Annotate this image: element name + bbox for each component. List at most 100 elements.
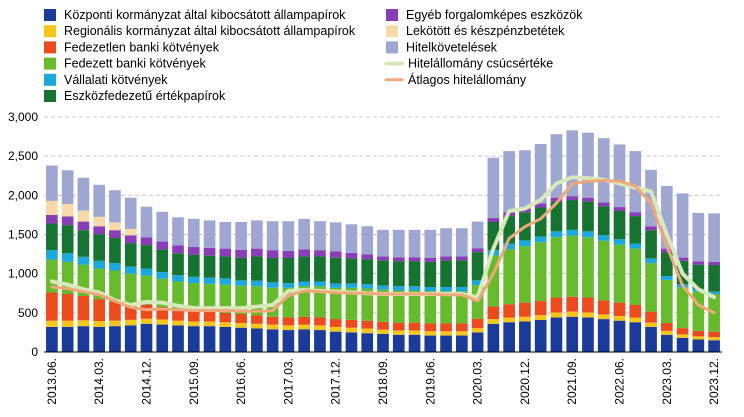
bar-segment [156, 278, 169, 307]
bar-segment [361, 284, 374, 289]
bar-segment [503, 317, 515, 323]
y-tick-label: 2,000 [8, 188, 38, 202]
bar-segment [46, 200, 58, 215]
x-tick-label: 2017.03. [281, 358, 295, 405]
bar-segment [487, 306, 500, 320]
bar-segment [172, 320, 184, 326]
bar-segment [251, 248, 263, 257]
bar-segment [77, 210, 90, 222]
bar-segment [440, 331, 452, 336]
bar-segment [708, 213, 720, 262]
bar-segment [266, 250, 279, 258]
bar-segment [377, 285, 389, 290]
bar-segment [408, 229, 421, 258]
bar-segment [660, 185, 673, 249]
bar-segment [629, 212, 642, 217]
bar-segment [629, 151, 642, 213]
bar-segment [345, 252, 358, 259]
bar-segment [566, 229, 579, 236]
x-tick-label: 2015.09. [187, 358, 201, 405]
bar-segment [392, 330, 405, 335]
x-tick-label: 2019.06. [423, 358, 437, 405]
bar-segment [392, 286, 405, 291]
bar-segment [187, 276, 200, 284]
bar-segment [361, 320, 374, 329]
bar-segment [408, 261, 421, 287]
bar-segment [629, 216, 642, 244]
bar-segment [392, 229, 405, 258]
bar-segment [203, 255, 216, 278]
bar-segment [487, 221, 500, 251]
bar-segment [456, 260, 468, 287]
bar-segment [251, 328, 263, 352]
bar-segment [46, 326, 58, 352]
bar-segment [519, 321, 531, 352]
bar-segment [424, 229, 437, 258]
legend-swatch [44, 57, 56, 70]
bar-segment [408, 257, 421, 262]
bar-segment [456, 256, 468, 261]
bar-segment [329, 319, 342, 327]
bar-segment [140, 318, 153, 324]
bar-segment [140, 323, 153, 352]
bar-segment [93, 184, 106, 217]
bar-segment [361, 288, 374, 321]
bar-segment [408, 330, 421, 335]
y-tick-label: 1,000 [8, 267, 38, 281]
bar-segment [219, 312, 232, 323]
bar-segment [109, 238, 121, 264]
bar-segment [77, 320, 90, 327]
bar-segment [456, 286, 468, 292]
x-axis: 2013.06. 2014.03. 2014.12. 2015.09. 2016.06.… [45, 358, 721, 405]
bar-segment [471, 328, 484, 333]
legend-item: Átlagos hitelállomány [384, 72, 527, 87]
bar-segment [456, 331, 468, 336]
bar-segment [77, 256, 90, 265]
bar-segment [219, 278, 232, 285]
bar-segment [172, 217, 184, 246]
bar-segment [93, 326, 106, 352]
bar-segment [440, 228, 452, 257]
bar-segment [109, 326, 121, 352]
bar-segment [534, 207, 547, 237]
bar-segment [408, 334, 421, 352]
legend-item: Egyéb forgalomképes eszközök [386, 8, 583, 22]
bar-segment [93, 234, 106, 261]
bar-segment [392, 334, 405, 352]
bar-segment [361, 254, 374, 260]
bar-segment [392, 261, 405, 287]
bar-segment [456, 335, 468, 352]
bar-segment [550, 201, 563, 232]
bar-segment [124, 304, 137, 320]
bar-segment [140, 275, 153, 305]
bar-segment [566, 200, 579, 230]
bar-segment [582, 312, 594, 318]
legend-swatch [44, 73, 56, 86]
bar-segment [61, 320, 74, 327]
legend-label: Hitelkövetelések [406, 40, 498, 54]
bar-segment [692, 264, 705, 289]
bar-segment [708, 261, 720, 266]
bar-segment [519, 246, 531, 303]
bar-segment [692, 339, 705, 352]
legend-label: Átlagos hitelállomány [408, 72, 527, 87]
bar-segment [219, 284, 232, 313]
bar-segment [46, 214, 58, 224]
bar-segment [345, 327, 358, 333]
bar-segment [251, 315, 263, 324]
bar-segment [676, 257, 689, 261]
bar-series [46, 130, 720, 352]
bar-segment [377, 329, 389, 334]
legend-label: Fedezett banki kötvények [64, 57, 206, 71]
bar-segment [298, 281, 310, 287]
bar-segment [582, 231, 594, 238]
bar-segment [77, 221, 90, 231]
bar-segment [109, 222, 121, 231]
bar-segment [676, 287, 689, 329]
bar-segment [613, 244, 626, 303]
bar-segment [582, 197, 594, 202]
line-series [49, 175, 717, 315]
bar-segment [219, 322, 232, 327]
